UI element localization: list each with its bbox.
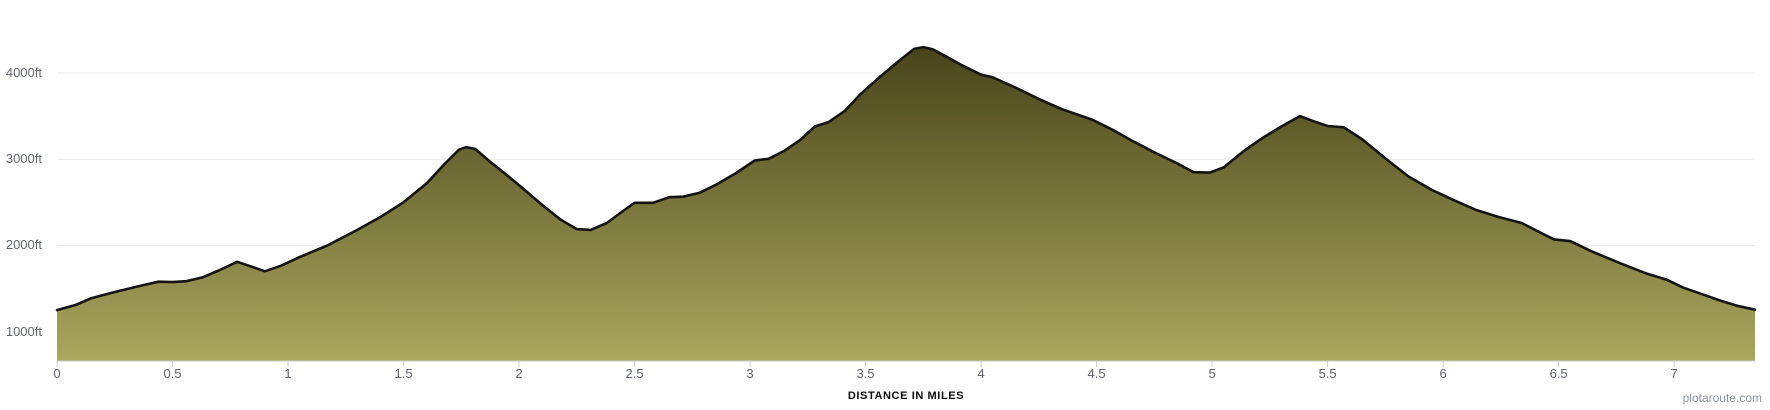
x-axis-tick-label-0: 0 xyxy=(53,366,61,381)
elevation-line xyxy=(55,45,1757,312)
y-axis-tick-label-1000: 1000ft xyxy=(5,323,42,339)
y-axis-tick-label-3000: 3000ft xyxy=(5,151,42,167)
x-axis-tick-label-3: 3 xyxy=(746,366,754,381)
elevation-area xyxy=(57,47,1755,361)
x-axis-tick-label-1: 1 xyxy=(284,366,292,381)
y-axis-tick-label-2000: 2000ft xyxy=(5,237,42,253)
x-axis-tick-label-7: 7 xyxy=(1670,366,1678,381)
x-axis-tick-label-0.5: 0.5 xyxy=(163,366,182,381)
x-axis-tick-label-4: 4 xyxy=(977,366,985,381)
x-axis-tick-label-5: 5 xyxy=(1208,366,1216,381)
x-axis-tick-label-6.5: 6.5 xyxy=(1549,366,1568,381)
x-axis-tick-label-2: 2 xyxy=(515,366,523,381)
watermark: plotaroute.com xyxy=(1682,391,1762,405)
x-axis-tick-label-2.5: 2.5 xyxy=(625,366,644,381)
x-axis-tick-label-4.5: 4.5 xyxy=(1087,366,1106,381)
x-axis-tick-label-3.5: 3.5 xyxy=(856,366,875,381)
x-axis-tick-label-5.5: 5.5 xyxy=(1318,366,1337,381)
x-axis-title: DISTANCE IN MILES xyxy=(847,390,965,402)
x-axis-tick-label-1.5: 1.5 xyxy=(394,366,413,381)
y-axis-tick-label-4000: 4000ft xyxy=(5,65,42,80)
x-axis-tick-label-6: 6 xyxy=(1439,366,1447,381)
